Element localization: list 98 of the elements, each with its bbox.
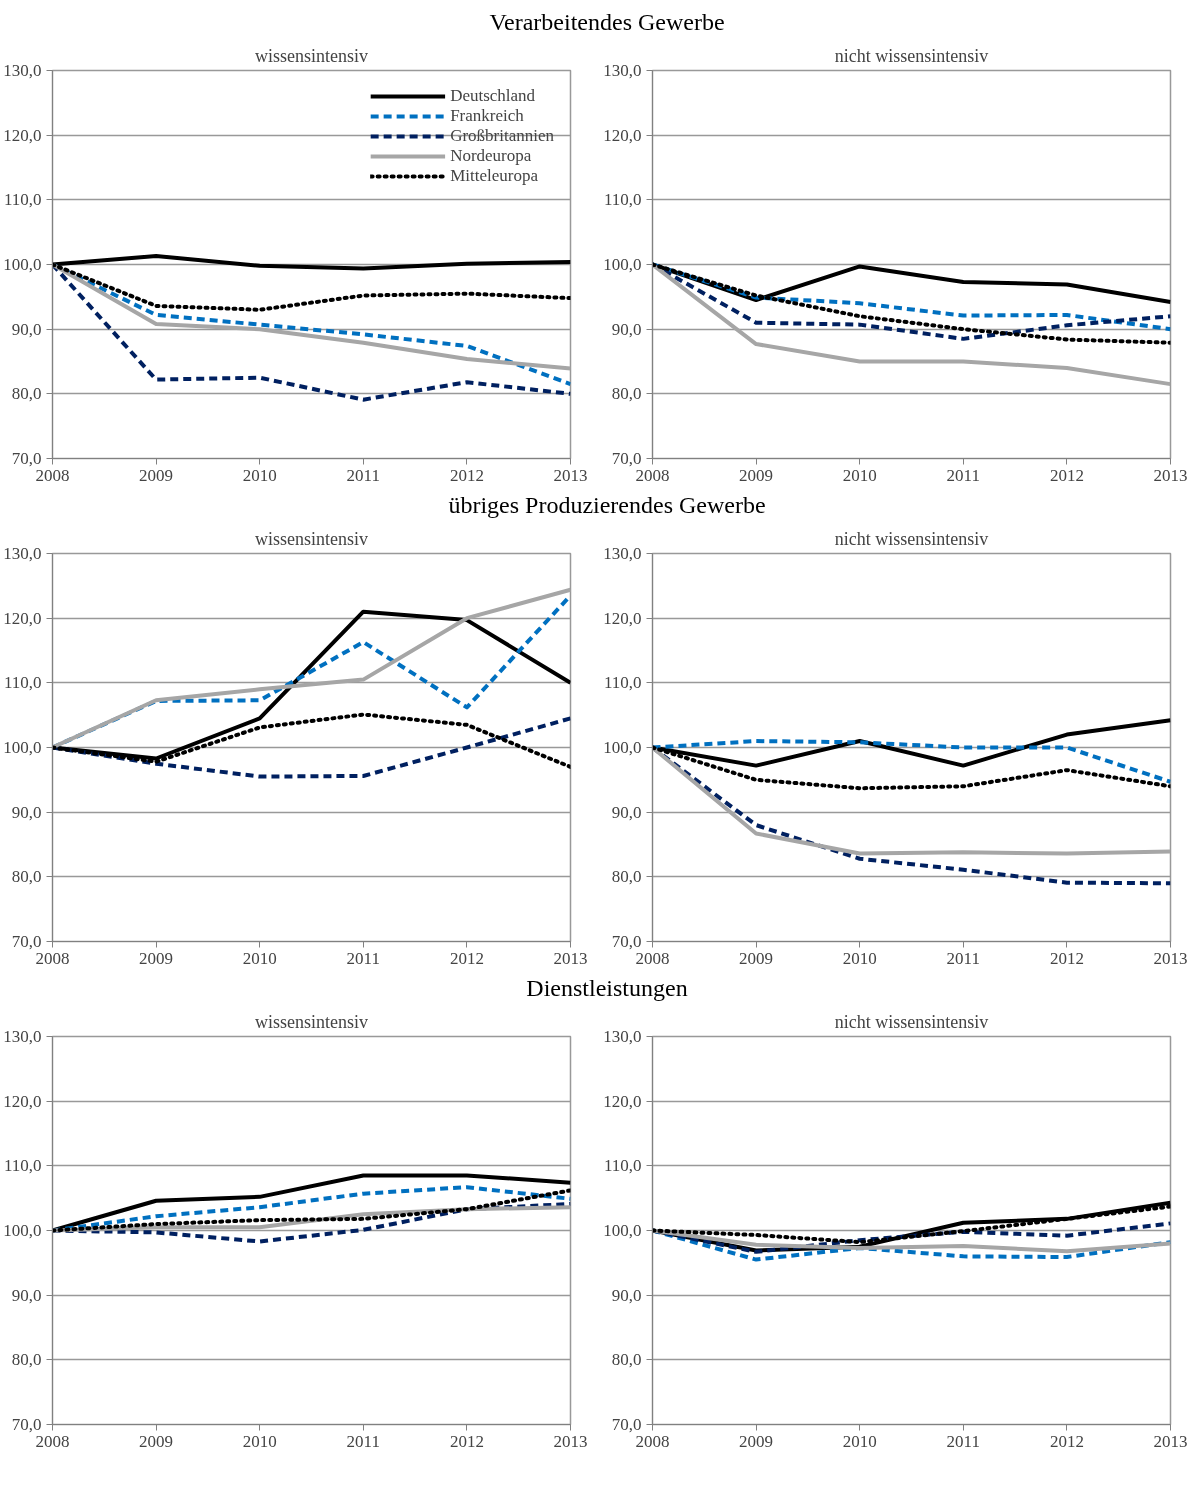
y-tick-label: 100,0 — [3, 1221, 42, 1240]
x-tick-label: 2013 — [1153, 1431, 1188, 1451]
chart-title: Verarbeitendes Gewerbe — [489, 8, 725, 37]
legend-label: Frankreich — [450, 106, 524, 126]
x-tick-label: 2010 — [242, 1431, 277, 1451]
x-tick-label: 2011 — [346, 465, 380, 485]
x-tick-label: 2008 — [635, 948, 670, 968]
y-tick-label: 80,0 — [611, 1350, 642, 1370]
line-series — [652, 745, 1171, 856]
y-tick-label: 80,0 — [11, 1350, 42, 1370]
y-tick-label: 90,0 — [611, 1285, 642, 1305]
y-tick-label: 70,0 — [611, 449, 642, 468]
x-tick-label: 2013 — [1153, 465, 1188, 485]
x-tick-label: 2009 — [139, 948, 174, 968]
line-series — [52, 716, 571, 779]
y-tick-label: 70,0 — [611, 932, 642, 951]
x-tick-label: 2012 — [449, 465, 484, 485]
y-tick-label: 90,0 — [11, 1285, 42, 1305]
y-tick-label: 90,0 — [611, 802, 642, 822]
y-tick-label: 130,0 — [603, 1027, 642, 1046]
y-tick-label: 90,0 — [11, 319, 42, 339]
y-tick-label: 130,0 — [3, 1027, 42, 1046]
y-tick-label: 120,0 — [603, 608, 642, 628]
y-tick-label: 110,0 — [603, 1156, 642, 1176]
y-tick-label: 70,0 — [11, 932, 42, 951]
x-tick-label: 2013 — [553, 1431, 588, 1451]
y-tick-label: 70,0 — [11, 449, 42, 468]
y-tick-label: 70,0 — [611, 1415, 642, 1434]
x-tick-label: 2012 — [1049, 465, 1084, 485]
y-tick-label: 100,0 — [603, 738, 642, 757]
y-tick-label: 130,0 — [603, 544, 642, 563]
y-tick-label: 120,0 — [3, 125, 42, 145]
x-tick-label: 2008 — [35, 948, 70, 968]
x-tick-label: 2012 — [449, 1431, 484, 1451]
y-tick-label: 120,0 — [3, 608, 42, 628]
y-tick-label: 110,0 — [3, 1156, 42, 1176]
y-tick-label: 80,0 — [611, 867, 642, 887]
x-tick-label: 2010 — [842, 465, 877, 485]
y-tick-label: 130,0 — [603, 61, 642, 80]
x-tick-label: 2008 — [35, 1431, 70, 1451]
legend-label: Mitteleuropa — [450, 166, 538, 186]
y-tick-label: 110,0 — [603, 673, 642, 693]
y-tick-label: 100,0 — [603, 255, 642, 274]
y-tick-label: 100,0 — [3, 255, 42, 274]
chart-subtitle: nicht wissensintensiv — [834, 45, 989, 66]
y-tick-label: 120,0 — [603, 125, 642, 145]
x-tick-label: 2009 — [739, 948, 774, 968]
x-tick-label: 2011 — [946, 465, 980, 485]
x-tick-label: 2009 — [739, 465, 774, 485]
y-tick-label: 80,0 — [11, 384, 42, 404]
chart-subtitle: wissensintensiv — [255, 528, 369, 549]
x-tick-label: 2010 — [842, 1431, 877, 1451]
legend-label: Großbritannien — [450, 126, 554, 146]
x-tick-label: 2011 — [946, 948, 980, 968]
legend-label: Deutschland — [450, 86, 536, 106]
legend-label: Nordeuropa — [450, 146, 532, 166]
x-tick-label: 2013 — [553, 465, 588, 485]
x-tick-label: 2012 — [1049, 948, 1084, 968]
x-tick-label: 2012 — [449, 948, 484, 968]
x-tick-label: 2008 — [35, 465, 70, 485]
x-tick-label: 2009 — [739, 1431, 774, 1451]
y-tick-label: 120,0 — [603, 1091, 642, 1111]
x-tick-label: 2009 — [139, 465, 174, 485]
x-tick-label: 2010 — [242, 465, 277, 485]
y-tick-label: 120,0 — [3, 1091, 42, 1111]
y-tick-label: 70,0 — [11, 1415, 42, 1434]
line-series — [652, 1228, 1171, 1254]
chart-subtitle: wissensintensiv — [255, 45, 369, 66]
y-tick-label: 110,0 — [3, 190, 42, 210]
x-tick-label: 2010 — [242, 948, 277, 968]
y-tick-label: 90,0 — [11, 802, 42, 822]
chart-title: übriges Produzierendes Gewerbe — [448, 491, 766, 520]
y-tick-label: 80,0 — [611, 384, 642, 404]
x-tick-label: 2011 — [346, 948, 380, 968]
x-tick-label: 2013 — [553, 948, 588, 968]
chart-subtitle: nicht wissensintensiv — [834, 528, 989, 549]
y-tick-label: 100,0 — [3, 738, 42, 757]
y-tick-label: 80,0 — [11, 867, 42, 887]
x-tick-label: 2011 — [946, 1431, 980, 1451]
x-tick-label: 2010 — [842, 948, 877, 968]
chart-title: Dienstleistungen — [526, 974, 688, 1003]
chart-subtitle: wissensintensiv — [255, 1011, 369, 1032]
x-tick-label: 2008 — [635, 465, 670, 485]
chart-subtitle: nicht wissensintensiv — [834, 1011, 989, 1032]
x-tick-label: 2009 — [139, 1431, 174, 1451]
line-series — [52, 1201, 571, 1244]
line-series — [652, 262, 1171, 387]
y-tick-label: 130,0 — [3, 544, 42, 563]
y-tick-label: 110,0 — [603, 190, 642, 210]
y-tick-label: 110,0 — [3, 673, 42, 693]
x-tick-label: 2008 — [635, 1431, 670, 1451]
line-series — [652, 739, 1171, 784]
y-tick-label: 130,0 — [3, 61, 42, 80]
y-tick-label: 90,0 — [611, 319, 642, 339]
x-tick-label: 2013 — [1153, 948, 1188, 968]
x-tick-label: 2011 — [346, 1431, 380, 1451]
x-tick-label: 2012 — [1049, 1431, 1084, 1451]
y-tick-label: 100,0 — [603, 1221, 642, 1240]
